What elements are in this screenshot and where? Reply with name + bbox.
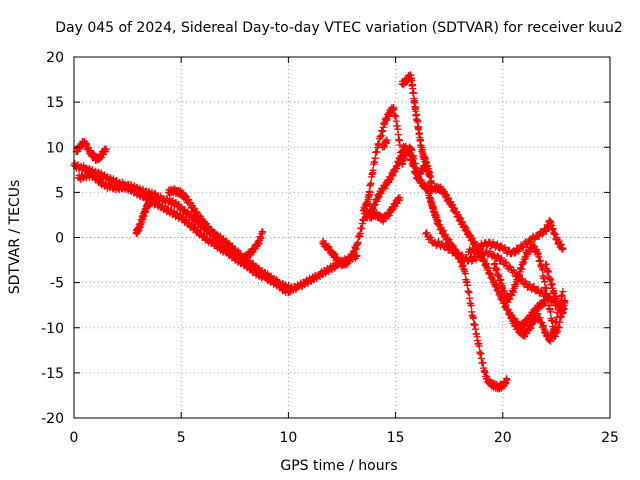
chart-title: Day 045 of 2024, Sidereal Day-to-day VTE… — [55, 20, 623, 36]
point-track-17h-mid — [530, 282, 538, 290]
point-track-17h-mid — [427, 234, 435, 242]
x-tick-label: 0 — [70, 430, 79, 446]
point-track-upper-5h — [259, 228, 267, 236]
point-track-19h-upper — [519, 244, 527, 252]
series-track-19h-upper — [464, 217, 567, 258]
point-track-16h-fall — [475, 342, 483, 350]
point-track-lower-early — [193, 227, 201, 235]
x-tick-label: 15 — [387, 430, 405, 446]
y-axis-label: SDTVAR / TECUs — [7, 180, 23, 295]
point-track-22h-right — [561, 297, 569, 305]
point-track-low-14h — [396, 194, 404, 202]
point-track-main-early — [330, 264, 338, 272]
point-track-17h-mid — [505, 262, 513, 270]
data-points — [70, 71, 569, 393]
x-tick-label: 5 — [177, 430, 186, 446]
ticks: 0 5 10 15 20 25 -20 -15 -10 -5 0 5 10 15 20 — [41, 50, 619, 446]
point-track-mid-14h — [422, 161, 430, 169]
point-track-19h-upper — [531, 235, 539, 243]
point-track-peak-14h — [396, 141, 404, 149]
x-tick-label: 20 — [494, 430, 512, 446]
series-track-low-14h — [366, 194, 404, 225]
point-track-main-early — [310, 276, 318, 284]
point-track-17h-mid — [432, 242, 440, 250]
y-tick-label: 5 — [55, 185, 64, 201]
y-tick-label: -10 — [41, 321, 64, 337]
point-track-17h-mid — [468, 257, 476, 265]
y-tick-label: 10 — [46, 140, 64, 156]
series-track-dip-3h — [132, 189, 159, 238]
y-tick-label: -20 — [41, 411, 64, 427]
point-track-16h-fall — [461, 270, 469, 278]
series-track-mid-14h — [362, 142, 430, 222]
point-track-main-early — [85, 165, 93, 173]
point-track-19h-upper — [487, 242, 495, 250]
y-tick-label: 15 — [46, 95, 64, 111]
point-track-21h-lower — [559, 288, 567, 296]
x-axis-label: GPS time / hours — [280, 458, 397, 474]
series-track-spike-16h — [398, 71, 436, 192]
point-track-19h-upper — [511, 249, 519, 257]
series-track-lower-early — [74, 169, 295, 297]
series-track-21h-lower — [507, 288, 567, 345]
point-track-17h-mid — [442, 241, 450, 249]
point-track-17h-mid — [495, 253, 503, 261]
point-track-17h-mid — [423, 229, 431, 237]
y-tick-label: 0 — [55, 231, 64, 247]
point-track-lower-early — [194, 226, 202, 234]
y-tick-label: 20 — [46, 50, 64, 66]
y-tick-label: -15 — [41, 366, 64, 382]
point-track-dip-3h — [151, 191, 159, 199]
x-tick-label: 10 — [279, 430, 297, 446]
y-tick-label: -5 — [50, 276, 64, 292]
point-track-upper-early — [102, 145, 110, 153]
series-track-15h-detached — [379, 136, 391, 151]
point-track-main-early — [306, 277, 314, 285]
point-track-lower-early — [287, 288, 295, 296]
point-track-16h-fall — [467, 301, 475, 309]
point-track-peak-14h — [369, 166, 377, 174]
point-track-peak-14h — [365, 188, 373, 196]
point-track-19h-upper — [559, 244, 567, 252]
point-track-16h-fall — [503, 376, 511, 384]
point-track-20h-loop — [547, 308, 555, 316]
series-track-20h-loop — [490, 241, 567, 341]
point-track-lower-early — [285, 289, 293, 297]
point-track-20h-loop — [538, 266, 546, 274]
x-tick-label: 25 — [601, 430, 619, 446]
series-track-upper-5h — [164, 185, 267, 264]
point-track-17h-mid — [502, 258, 510, 266]
point-track-15h-detached — [383, 136, 391, 144]
point-track-20h-loop — [544, 296, 552, 304]
point-track-17h-mid — [493, 252, 501, 260]
point-track-lower-early — [128, 184, 136, 192]
series-track-22h-right — [542, 260, 569, 317]
point-track-peak-14h — [367, 179, 375, 187]
point-track-peak-14h — [390, 105, 398, 113]
